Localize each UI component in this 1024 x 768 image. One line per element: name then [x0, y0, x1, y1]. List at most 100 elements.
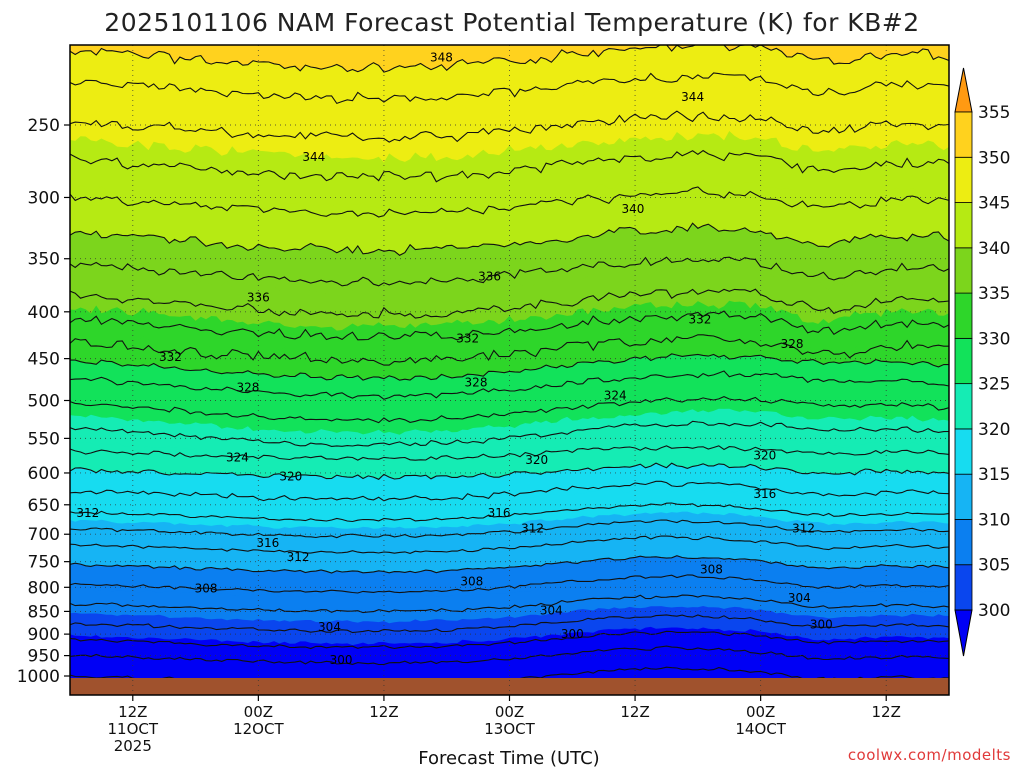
y-tick-label-550: 550 [28, 429, 60, 449]
isotherm-334 [70, 310, 949, 341]
temperature-bands [70, 45, 949, 695]
x-tick-label: 11OCT [108, 720, 159, 738]
isotherm-312 [70, 535, 949, 554]
isotherm-324 [70, 420, 949, 447]
colorbar-label-305: 305 [978, 556, 1010, 576]
plot-area: 348 344 344 340 336 336 332 332 332 328 328 328 324 3… [69, 44, 950, 696]
contour-label-320: 320 [753, 448, 776, 462]
contour-label-312: 312 [521, 522, 544, 536]
contour-label-300: 300 [810, 618, 833, 632]
isotherm-346 [70, 110, 949, 143]
colorbar: 300 305 310 315 320 325 330 335 340 345 350 355 [954, 67, 1010, 657]
colorbar-label-325: 325 [978, 375, 1010, 395]
band-350 [70, 45, 949, 73]
isotherm-310 [70, 555, 949, 574]
contour-label-308: 308 [195, 581, 218, 595]
x-tick-label: 13OCT [484, 720, 535, 738]
colorbar-segment-300 [954, 564, 973, 611]
colorbar-label-350: 350 [978, 148, 1010, 168]
contour-label-312: 312 [792, 522, 815, 536]
colorbar-segment-305 [954, 519, 973, 566]
x-tick-label: 12Z [369, 703, 398, 721]
contour-label-316: 316 [488, 506, 511, 520]
y-tick-label-600: 600 [28, 464, 60, 484]
x-tick-label: 12Z [872, 703, 901, 721]
contour-label-328: 328 [465, 376, 488, 390]
colorbar-segment-345 [954, 156, 973, 203]
x-tick-label: 00Z [495, 703, 524, 721]
contour-label-324: 324 [226, 450, 249, 464]
isotherm-320 [70, 462, 949, 480]
contour-label-336: 336 [478, 270, 501, 284]
colorbar-top-arrow [954, 67, 973, 113]
colorbar-segment-340 [954, 202, 973, 249]
pressure-axis: 250 300 350 400 450 500 550 600 650 700 750 800 850 9… [17, 116, 70, 687]
colorbar-label-335: 335 [978, 284, 1010, 304]
isotherm-306 [70, 594, 949, 614]
contour-label-332: 332 [456, 332, 479, 346]
grid-lines [70, 45, 949, 695]
x-tick-label: 14OCT [735, 720, 786, 738]
contour-label-304: 304 [318, 620, 341, 634]
contour-label-304: 304 [788, 591, 811, 605]
y-tick-label-450: 450 [28, 350, 60, 370]
contour-label-328: 328 [781, 337, 804, 351]
ground-surface [70, 678, 949, 695]
x-tick-label: 12OCT [233, 720, 284, 738]
isotherm-304 [70, 614, 949, 634]
colorbar-bottom-arrow [954, 609, 973, 657]
colorbar-label-320: 320 [978, 420, 1010, 440]
y-tick-label-300: 300 [28, 188, 60, 208]
contour-label-300: 300 [561, 627, 584, 641]
contour-label-328: 328 [236, 381, 259, 395]
x-axis-label: Forecast Time (UTC) [418, 748, 599, 768]
y-tick-label-850: 850 [28, 602, 60, 622]
contour-label-332: 332 [688, 313, 711, 327]
contour-label-340: 340 [622, 202, 645, 216]
contour-label-336: 336 [247, 291, 270, 305]
y-tick-label-900: 900 [28, 625, 60, 645]
colorbar-segment-315 [954, 428, 973, 475]
isotherm-302 [70, 630, 949, 650]
colorbar-label-300: 300 [978, 601, 1010, 621]
y-tick-label-350: 350 [28, 250, 60, 270]
colorbar-label-315: 315 [978, 465, 1010, 485]
y-tick-label-650: 650 [28, 496, 60, 516]
colorbar-label-340: 340 [978, 239, 1010, 259]
colorbar-label-330: 330 [978, 329, 1010, 349]
contour-labels: 348 344 344 340 336 336 332 332 332 328 328 328 324 3… [76, 51, 832, 668]
isotherm-300 [70, 645, 949, 666]
isotherm-338 [70, 256, 949, 287]
x-tick-label: 2025 [114, 737, 152, 755]
contour-label-324: 324 [604, 389, 627, 403]
colorbar-label-345: 345 [978, 194, 1010, 214]
y-tick-label-750: 750 [28, 553, 60, 573]
colorbar-segment-325 [954, 337, 973, 385]
x-tick-label: 00Z [244, 703, 273, 721]
x-tick-label: 12Z [118, 703, 147, 721]
y-tick-label-700: 700 [28, 525, 60, 545]
y-tick-label-1000: 1000 [17, 667, 60, 687]
contour-label-304: 304 [540, 603, 563, 617]
contour-label-312: 312 [76, 506, 99, 520]
isotherm-318 [70, 480, 949, 502]
contour-label-308: 308 [700, 563, 723, 577]
chart-title: 2025101106 NAM Forecast Potential Temper… [104, 8, 919, 37]
contour-label-316: 316 [256, 536, 279, 550]
contour-label-344: 344 [681, 90, 704, 104]
colorbar-segment-335 [954, 247, 973, 294]
contour-label-308: 308 [460, 574, 483, 588]
isotherm-332 [70, 334, 949, 366]
colorbar-label-310: 310 [978, 510, 1010, 530]
isotherm-326 [70, 395, 949, 424]
contour-label-320: 320 [279, 469, 302, 483]
y-tick-label-800: 800 [28, 578, 60, 598]
contour-label-316: 316 [753, 487, 776, 501]
y-tick-label-500: 500 [28, 392, 60, 412]
isotherm-316 [70, 502, 949, 523]
x-tick-label: 00Z [746, 703, 775, 721]
colorbar-segment-310 [954, 473, 973, 520]
isotherm-314 [70, 519, 949, 539]
